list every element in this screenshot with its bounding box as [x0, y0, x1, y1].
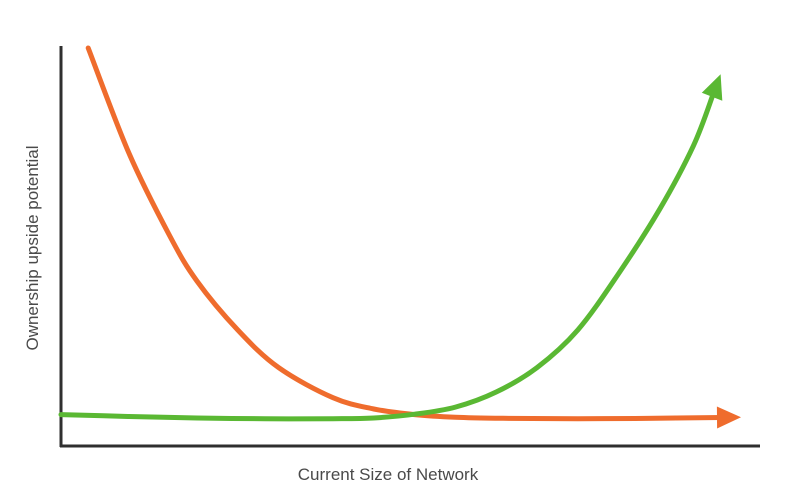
series-layer — [58, 45, 741, 429]
x-axis-label: Current Size of Network — [298, 465, 479, 484]
series-arrowhead-2 — [701, 74, 723, 101]
series-arrowhead-1 — [716, 406, 741, 429]
series-line-1 — [85, 45, 725, 422]
y-axis-label: Ownership upside potential — [23, 145, 42, 350]
series-line-2 — [58, 89, 717, 422]
